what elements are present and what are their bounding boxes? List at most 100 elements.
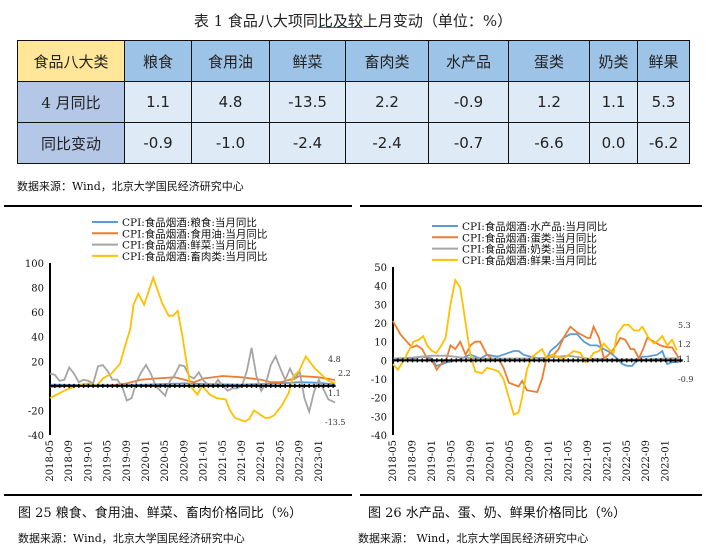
title-part: 表 1 食品八大项同 (193, 12, 318, 30)
y-tick-label: 0 (381, 356, 387, 367)
x-tick-label: 2019-01 (427, 440, 438, 482)
x-tick-label: 2019-05 (446, 440, 457, 482)
column-header: 水产品 (428, 40, 509, 82)
end-value-label: 5.3 (678, 321, 691, 330)
x-tick-label: 2022-05 (622, 440, 633, 482)
x-tick-label: 2020-01 (141, 440, 152, 482)
end-value-label: -0.9 (678, 375, 693, 384)
table-cell: -0.7 (428, 122, 509, 164)
table-cell: 2.2 (345, 81, 429, 123)
table-row: 4 月同比 1.1 4.8 -13.5 2.2 -0.9 1.2 1.1 5.3 (17, 81, 690, 123)
x-tick-label: 2018-09 (64, 440, 75, 482)
chart-source-left: 数据来源：Wind，北京大学国民经济研究中心 (18, 532, 245, 545)
chart-0: -40 -20 20 40 60 80 100 CPI:食品烟酒:粮食:当月同比 1.1 CPI:… (25, 216, 351, 482)
legend-label: CPI:食品烟酒:水产品:当月同比 (462, 220, 607, 233)
title-part-underlined: 比及较 (317, 12, 363, 30)
end-value-label: 2.2 (338, 369, 351, 378)
x-tick-label: 2022-01 (256, 440, 267, 482)
y-tick-label: 60 (31, 308, 44, 319)
table-header-row: 食品八大类 粮食 食用油 鲜菜 畜肉类 水产品 蛋类 奶类 鲜果 (17, 40, 690, 82)
column-header: 鲜果 (637, 40, 690, 82)
series-line (392, 277, 678, 416)
x-tick-label: 2022-01 (602, 440, 613, 482)
y-tick-label: -40 (371, 431, 387, 442)
table-cell: -13.5 (269, 81, 346, 123)
x-tick-label: 2020-09 (524, 440, 535, 482)
y-tick-label: -30 (371, 412, 387, 423)
table-cell: 5.3 (637, 81, 690, 123)
table-row: 同比变动 -0.9 -1.0 -2.4 -2.4 -0.7 -6.6 0.0 -… (17, 122, 690, 164)
y-tick-label: -20 (371, 394, 387, 405)
end-value-label: -13.5 (325, 418, 346, 427)
x-tick-label: 2019-09 (466, 440, 477, 482)
table-cell: -0.9 (428, 81, 509, 123)
table-cell: -0.9 (124, 122, 192, 164)
end-value-label: 4.8 (328, 355, 341, 364)
x-tick-label: 2018-09 (407, 440, 418, 482)
table-cell: 0.0 (589, 122, 638, 164)
x-tick-label: 2022-09 (295, 440, 306, 482)
y-tick-label: 30 (374, 300, 387, 311)
x-tick-label: 2022-09 (641, 440, 652, 482)
x-tick-label: 2021-01 (544, 440, 555, 482)
legend-label: CPI:食品烟酒:粮食:当月同比 (122, 216, 257, 229)
food-table: 食品八大类 粮食 食用油 鲜菜 畜肉类 水产品 蛋类 奶类 鲜果 4 月同比 1… (17, 40, 690, 164)
table-cell: 4.8 (191, 81, 270, 123)
legend-label: CPI:食品烟酒:畜肉类:当月同比 (122, 250, 267, 263)
table-cell: 1.1 (124, 81, 192, 123)
x-tick-label: 2022-05 (275, 440, 286, 482)
x-tick-label: 2019-01 (83, 440, 94, 482)
column-header: 蛋类 (508, 40, 590, 82)
series-line (49, 347, 336, 415)
x-tick-label: 2021-09 (237, 440, 248, 482)
x-tick-label: 2021-05 (563, 440, 574, 482)
column-header: 奶类 (589, 40, 638, 82)
table-cell: -2.4 (345, 122, 429, 164)
end-value-label: 1.1 (678, 355, 691, 364)
x-tick-label: 2019-09 (122, 440, 133, 482)
table-source: 数据来源：Wind，北京大学国民经济研究中心 (17, 180, 244, 193)
table-title: 表 1 食品八大项同比及较上月变动（单位：%） (0, 10, 706, 31)
y-tick-label: 40 (374, 282, 387, 293)
chart-1: -40 -30 -20 -10 0 10 20 30 40 50 CPI:食品烟酒:水产品:当月同比… (371, 220, 694, 482)
end-value-label: 1.2 (678, 340, 691, 349)
y-tick-label: 50 (374, 263, 387, 274)
x-tick-label: 2018-05 (388, 440, 399, 482)
y-tick-label: -10 (371, 375, 387, 386)
series-line (392, 320, 680, 394)
legend-label: CPI:食品烟酒:鲜果:当月同比 (462, 254, 597, 267)
column-header: 食用油 (191, 40, 270, 82)
x-tick-label: 2019-05 (103, 440, 114, 482)
x-tick-label: 2021-01 (199, 440, 210, 482)
title-part: 上月变动（单位：%） (362, 12, 513, 30)
legend-label: CPI:食品烟酒:鲜菜:当月同比 (122, 239, 257, 252)
table-cell: -6.2 (637, 122, 690, 164)
y-tick-label: 20 (31, 357, 44, 368)
legend-label: CPI:食品烟酒:食用油:当月同比 (122, 227, 267, 240)
y-tick-label: -20 (28, 406, 44, 417)
x-tick-label: 2020-05 (160, 440, 171, 482)
x-tick-label: 2021-09 (583, 440, 594, 482)
end-value-label: 1.1 (328, 389, 341, 398)
row-header: 同比变动 (17, 122, 125, 164)
x-tick-label: 2020-09 (179, 440, 190, 482)
legend-label: CPI:食品烟酒:奶类:当月同比 (462, 243, 597, 256)
y-tick-label: 40 (31, 333, 44, 344)
chart-caption-right: 图 26 水产品、蛋、奶、鲜果价格同比（%） (368, 506, 627, 521)
legend-label: CPI:食品烟酒:蛋类:当月同比 (462, 231, 597, 244)
column-header: 鲜菜 (269, 40, 346, 82)
y-tick-label: 80 (31, 284, 44, 295)
row-header: 4 月同比 (17, 81, 125, 123)
y-tick-label: 10 (374, 338, 387, 349)
corner-header: 食品八大类 (17, 40, 125, 82)
x-tick-label: 2018-05 (45, 440, 56, 482)
chart-source-right: 数据来源： Wind，北京大学国民经济研究中心 (358, 532, 589, 545)
y-tick-label: 20 (374, 319, 387, 330)
series-line (49, 274, 336, 423)
x-tick-label: 2023-01 (661, 440, 672, 482)
x-tick-label: 2023-01 (314, 440, 325, 482)
chart-caption-left: 图 25 粮食、食用油、鲜菜、畜肉价格同比（%） (18, 506, 303, 521)
y-tick-label: 100 (25, 259, 44, 270)
x-tick-label: 2021-05 (218, 440, 229, 482)
